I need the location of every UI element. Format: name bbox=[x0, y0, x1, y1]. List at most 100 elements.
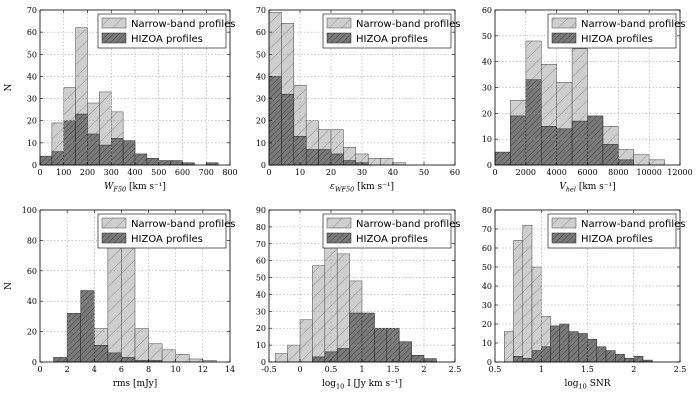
x-tick-label: 30 bbox=[357, 168, 367, 177]
y-tick-label: 80 bbox=[482, 206, 492, 215]
y-tick-label: 80 bbox=[27, 236, 37, 245]
hizoa-bar bbox=[305, 149, 319, 166]
legend-label-narrow-band: Narrow-band profiles bbox=[356, 19, 460, 30]
y-tick-label: 0 bbox=[261, 358, 266, 367]
y-tick-label: 0 bbox=[32, 358, 37, 367]
x-axis-label-main: V bbox=[559, 182, 567, 192]
y-tick-label: 30 bbox=[27, 95, 37, 104]
hizoa-bar bbox=[75, 113, 88, 166]
x-axis-label-rest: [km s⁻¹] bbox=[126, 182, 166, 192]
y-tick-label: 0 bbox=[487, 358, 492, 367]
y-axis-label: N bbox=[4, 83, 14, 91]
y-tick-label: 50 bbox=[482, 32, 492, 41]
hizoa-bar bbox=[615, 354, 625, 363]
hizoa-bar bbox=[111, 138, 124, 166]
hizoa-bar bbox=[618, 159, 635, 166]
x-tick-label: 14 bbox=[225, 365, 235, 374]
x-tick-label: 700 bbox=[199, 168, 214, 177]
x-tick-label: 10 bbox=[171, 365, 181, 374]
panel-4: 0 2 4 6 8 10 12 14 0 20 40 60 80 100 rms [mJy] N Narrow-… bbox=[4, 206, 235, 389]
y-tick-label: 90 bbox=[256, 206, 266, 215]
x-tick-label: 8000 bbox=[608, 168, 628, 177]
hizoa-bar bbox=[510, 115, 527, 166]
x-axis-label: εWF50 [km s⁻¹] bbox=[330, 182, 394, 194]
hizoa-bar bbox=[361, 312, 375, 363]
y-tick-label: 10 bbox=[482, 135, 492, 144]
x-tick-label: 0 bbox=[37, 168, 42, 177]
legend-label-hizoa: HIZOA profiles bbox=[131, 234, 203, 245]
hizoa-bar bbox=[423, 358, 437, 363]
legend: Narrow-band profiles HIZOA profiles bbox=[547, 213, 685, 249]
hizoa-bar bbox=[66, 313, 81, 363]
x-axis-label-sub: WF50 bbox=[335, 186, 354, 194]
legend-swatch-narrow-band bbox=[551, 217, 577, 229]
y-tick-label: 0 bbox=[487, 161, 492, 170]
narrow-band-bar bbox=[513, 240, 523, 363]
x-tick-label: 1.5 bbox=[387, 365, 400, 374]
hizoa-bar bbox=[550, 325, 560, 363]
legend: Narrow-band profiles HIZOA profiles bbox=[322, 13, 460, 49]
x-axis-label-rest: SNR bbox=[587, 379, 611, 389]
x-axis-label: log10 I [Jy km s⁻¹] bbox=[322, 379, 402, 391]
legend-label-hizoa: HIZOA profiles bbox=[356, 234, 428, 245]
x-tick-label: -0.5 bbox=[261, 365, 276, 374]
y-tick-label: 10 bbox=[256, 139, 266, 148]
x-axis-label-rest: [km s⁻¹] bbox=[576, 182, 616, 192]
hizoa-bar bbox=[51, 151, 65, 166]
legend-swatch-narrow-band bbox=[551, 17, 577, 29]
x-tick-label: 0.5 bbox=[325, 365, 338, 374]
narrow-band-bar bbox=[380, 158, 394, 166]
legend-label-hizoa: HIZOA profiles bbox=[581, 234, 653, 245]
x-axis-label-sub: hel bbox=[566, 186, 576, 194]
x-tick-label: 0.5 bbox=[489, 365, 502, 374]
hizoa-bar bbox=[541, 346, 551, 363]
legend-swatch-hizoa bbox=[101, 232, 127, 244]
legend-label-narrow-band: Narrow-band profiles bbox=[356, 219, 460, 230]
legend: Narrow-band profiles HIZOA profiles bbox=[547, 13, 685, 49]
hizoa-bar bbox=[158, 160, 171, 166]
hizoa-bar bbox=[349, 312, 363, 363]
hizoa-bar bbox=[281, 93, 295, 166]
hizoa-bar bbox=[559, 323, 570, 363]
y-tick-label: 60 bbox=[27, 267, 37, 276]
narrow-band-bar bbox=[175, 354, 190, 363]
x-axis-label-rest: [km s⁻¹] bbox=[354, 182, 394, 192]
narrow-band-bar bbox=[633, 154, 650, 166]
panel-5: -0.5 0 0.5 1 1.5 2 2.50102030405060708090log10… bbox=[256, 206, 462, 391]
x-axis-label-main: ε bbox=[330, 182, 335, 192]
hizoa-bar bbox=[531, 350, 542, 363]
x-axis-label: rms [mJy] bbox=[113, 379, 158, 389]
x-tick-label: 2 bbox=[65, 365, 70, 374]
hizoa-bar bbox=[525, 79, 542, 166]
x-tick-label: 0 bbox=[492, 168, 497, 177]
x-axis-label-sub: 10 bbox=[336, 383, 344, 391]
x-tick-label: 6000 bbox=[577, 168, 597, 177]
x-tick-label: 12000 bbox=[667, 168, 692, 177]
y-tick-label: 30 bbox=[256, 95, 266, 104]
panel-1: 0 100 200 300 400 500 600 700 800 0 10 20 30 40 50 60 70… bbox=[4, 6, 238, 194]
axes-frame bbox=[39, 209, 231, 363]
legend-swatch-narrow-band bbox=[326, 217, 352, 229]
y-tick-label: 0 bbox=[261, 161, 266, 170]
x-axis-label: log10 SNR bbox=[564, 379, 610, 391]
x-tick-label: 2 bbox=[631, 365, 636, 374]
hizoa-bar bbox=[587, 338, 597, 363]
y-tick-label: 60 bbox=[27, 28, 37, 37]
legend-label-hizoa: HIZOA profiles bbox=[131, 34, 203, 45]
narrow-band-bar bbox=[312, 265, 326, 363]
hizoa-bar bbox=[336, 348, 350, 363]
y-tick-label: 20 bbox=[482, 109, 492, 118]
x-tick-label: 2.5 bbox=[674, 365, 687, 374]
y-tick-label: 60 bbox=[482, 6, 492, 15]
y-tick-label: 40 bbox=[482, 282, 492, 291]
y-tick-label: 80 bbox=[256, 223, 266, 232]
y-tick-label: 10 bbox=[27, 139, 37, 148]
x-tick-label: 20 bbox=[326, 168, 336, 177]
y-tick-label: 50 bbox=[482, 263, 492, 272]
legend-swatch-hizoa bbox=[551, 32, 577, 44]
y-tick-label: 40 bbox=[27, 297, 37, 306]
x-tick-label: 50 bbox=[419, 168, 429, 177]
narrow-band-bar bbox=[189, 358, 204, 363]
x-tick-label: 8 bbox=[146, 365, 151, 374]
